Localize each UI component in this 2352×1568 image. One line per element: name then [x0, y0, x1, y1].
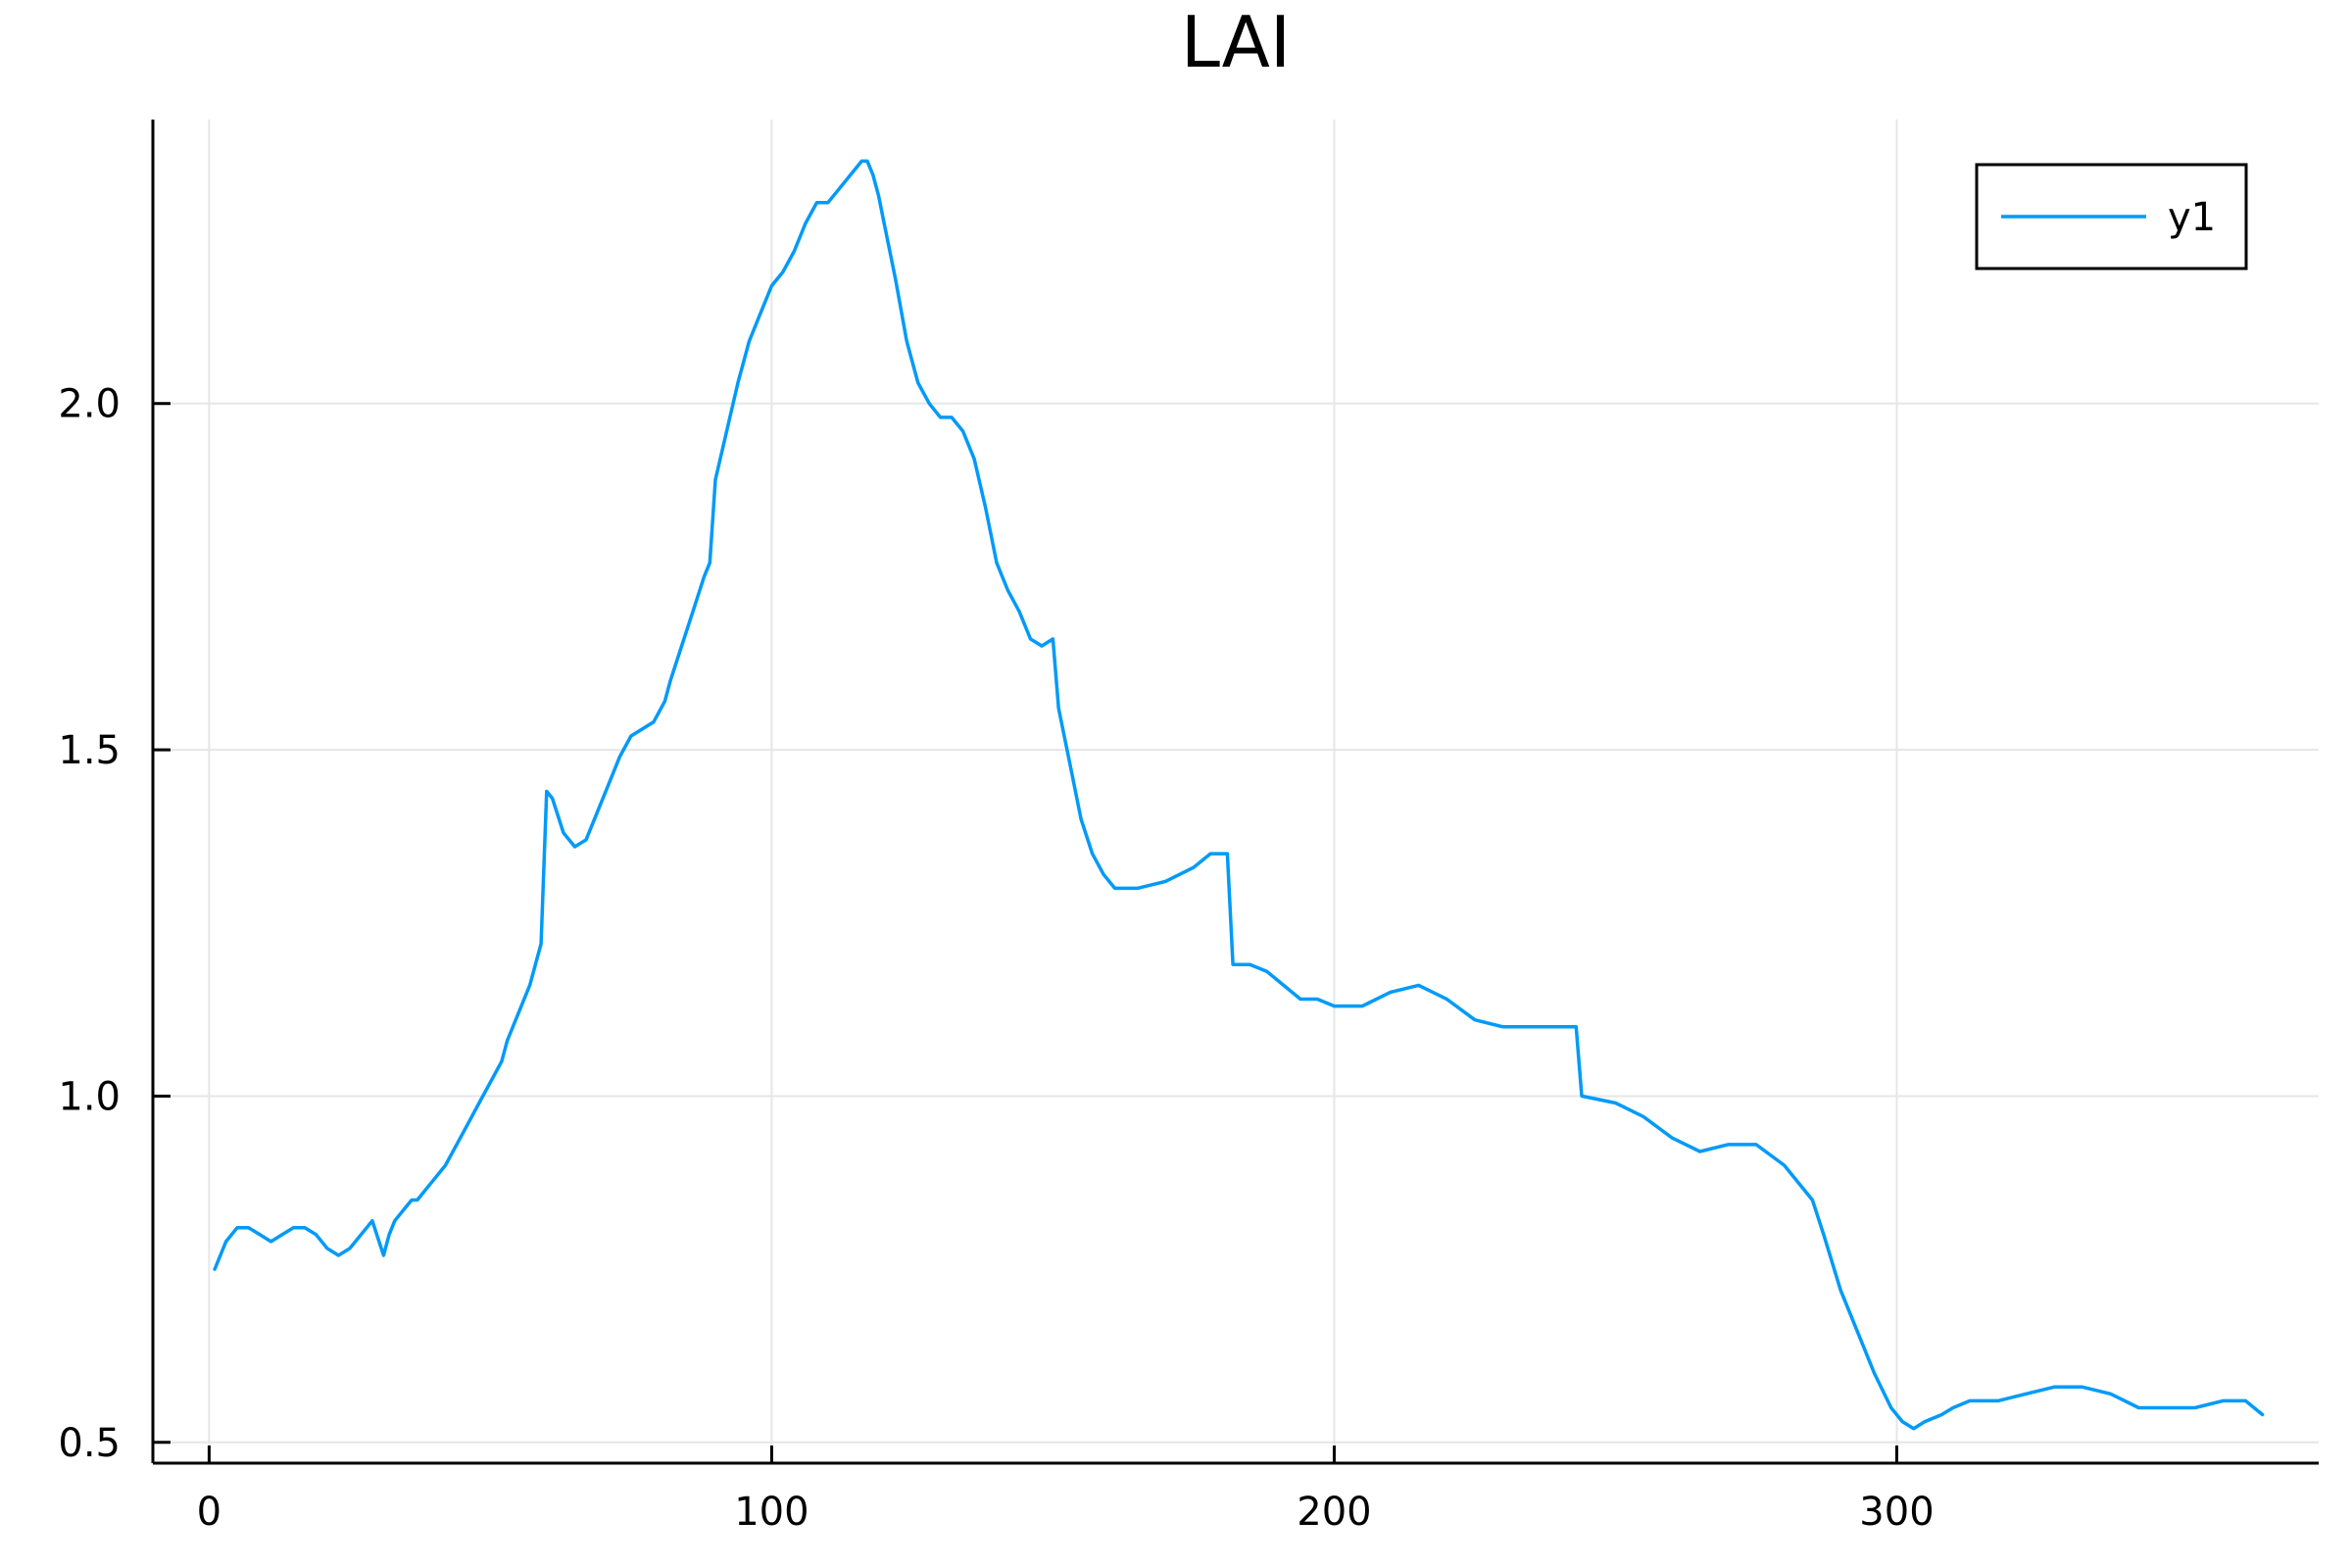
series-line-y1 — [213, 159, 2265, 1431]
x-tick-label: 100 — [734, 1490, 808, 1535]
x-tick-label: 200 — [1297, 1490, 1371, 1535]
y-tick-label: 1.0 — [58, 1074, 121, 1119]
x-tick-label: 300 — [1859, 1490, 1934, 1535]
legend: y1 — [1975, 163, 2248, 270]
x-tick-label: 0 — [197, 1490, 221, 1535]
series — [213, 159, 2265, 1431]
y-tick-label: 2.0 — [58, 382, 121, 427]
ticks: 0 100 200 300 0.5 1.0 1.5 2.0 — [58, 382, 1934, 1535]
grid — [153, 120, 2319, 1463]
y-tick-label: 0.5 — [58, 1421, 121, 1466]
axes — [151, 120, 2319, 1465]
legend-label-y1: y1 — [2168, 195, 2216, 240]
y-tick-label: 1.5 — [58, 728, 121, 773]
chart-title: LAI — [1181, 1, 1291, 83]
